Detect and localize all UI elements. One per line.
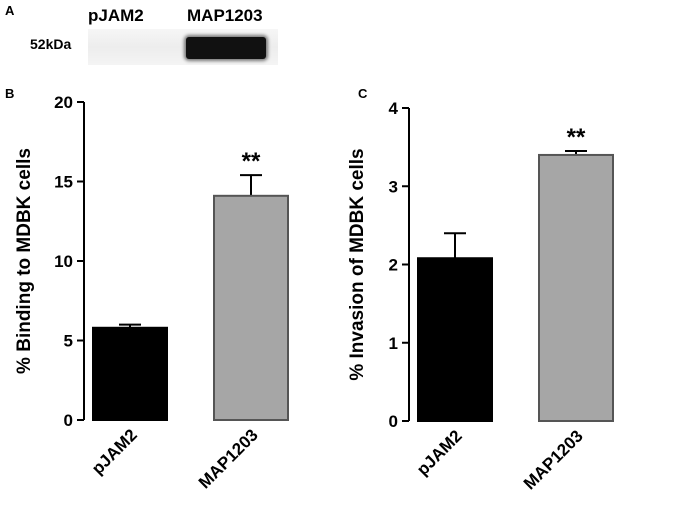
- panel-letter-b: B: [5, 86, 14, 101]
- western-blot-panel: A pJAM2 MAP1203 52kDa: [0, 0, 681, 80]
- significance-marker: **: [242, 148, 261, 175]
- y-axis-label: % Invasion of MDBK cells: [347, 148, 368, 380]
- protein-band-map1203: [186, 37, 266, 59]
- y-tick-label: 5: [64, 332, 73, 351]
- bar-map1203: [538, 153, 614, 422]
- x-tick-label: pJAM2: [88, 425, 141, 478]
- lane-label-map1203: MAP1203: [187, 6, 263, 25]
- significance-marker: **: [567, 124, 586, 151]
- y-tick-label: 2: [389, 256, 398, 275]
- y-tick-label: 1: [389, 334, 398, 353]
- panel-letter-a: A: [5, 3, 15, 18]
- y-axis-label: % Binding to MDBK cells: [14, 148, 35, 374]
- molecular-weight-marker: 52kDa: [30, 36, 72, 52]
- bar-chart-invasion: C 0 1 2 3 4 % Invasion of MDBK cells pJAM2 ** MAP…: [347, 86, 614, 493]
- bar-pjam2: [92, 326, 168, 421]
- x-tick-label: MAP1203: [520, 426, 587, 493]
- y-tick-label: 4: [389, 99, 399, 118]
- y-tick-label: 15: [54, 173, 73, 192]
- y-tick-label: 0: [64, 411, 73, 430]
- y-tick-label: 10: [54, 252, 73, 271]
- x-tick-label: pJAM2: [413, 426, 466, 479]
- bar-map1203: [213, 194, 289, 421]
- lane-label-pjam2: pJAM2: [88, 6, 144, 25]
- y-tick-label: 0: [389, 412, 398, 431]
- panel-letter-c: C: [358, 86, 368, 101]
- x-tick-label: MAP1203: [195, 425, 262, 492]
- bar-pjam2: [417, 257, 493, 422]
- y-tick-label: 20: [54, 93, 73, 112]
- bar-chart-binding: B 0 5 10 15 20 % Binding to MDBK cells pJAM2 ** M…: [5, 86, 289, 492]
- y-tick-label: 3: [389, 177, 398, 196]
